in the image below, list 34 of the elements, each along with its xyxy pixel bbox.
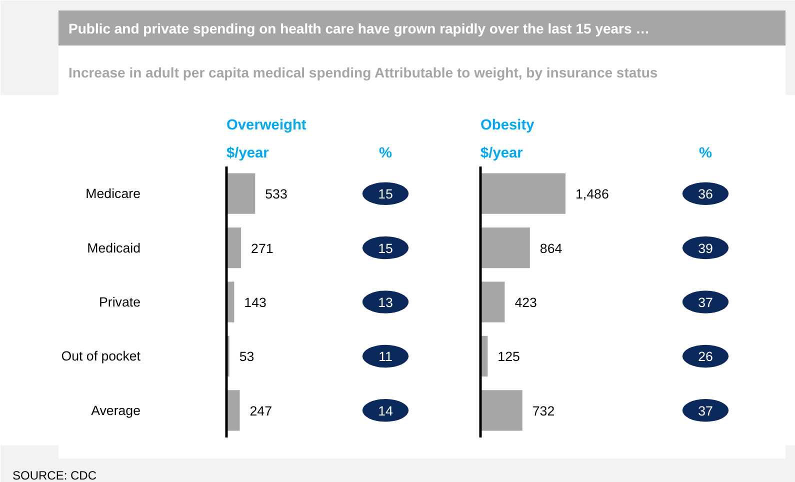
text: %	[378, 146, 392, 162]
source-note: SOURCE: CDC	[12, 468, 97, 482]
y-tick-label: Medicaid	[87, 240, 141, 256]
data-label: 271	[251, 240, 274, 256]
data-label: 11	[378, 349, 392, 364]
data-label: 125	[498, 349, 520, 364]
text: %	[698, 146, 712, 162]
data-label: 37	[698, 403, 713, 418]
data-label: 864	[540, 240, 563, 256]
x-axis-title: $/year	[480, 146, 524, 162]
data-label: 37	[698, 295, 713, 310]
data-label: 732	[532, 403, 555, 418]
chart-title: Overweight	[226, 118, 306, 134]
data-label: 423	[514, 295, 537, 310]
data-label: 533	[265, 186, 288, 202]
data-label: 36	[698, 186, 713, 202]
data-label: 53	[239, 349, 254, 364]
y-tick-label: Average	[91, 402, 141, 418]
chart-title: Obesity	[480, 118, 536, 134]
text: Public and private spending on health care have grown rapidly over the last 15 years …	[68, 20, 650, 36]
data-label: 15	[378, 186, 393, 202]
y-tick-label: Out of pocket	[61, 348, 141, 364]
data-label: 14	[378, 403, 394, 418]
data-label: 143	[244, 295, 266, 310]
data-label: 26	[698, 349, 713, 364]
data-label: 39	[698, 240, 713, 256]
y-tick-label: Medicare	[86, 186, 141, 202]
data-label: 1,486	[576, 186, 609, 202]
data-label: 15	[378, 240, 393, 256]
y-tick-label: Private	[99, 294, 141, 310]
x-axis-title: $/year	[226, 146, 270, 162]
text: Increase in adult per capita medical spending Attributable to weight, by insurance status	[68, 64, 658, 80]
data-label: 13	[378, 295, 393, 310]
data-label: 247	[250, 403, 272, 418]
